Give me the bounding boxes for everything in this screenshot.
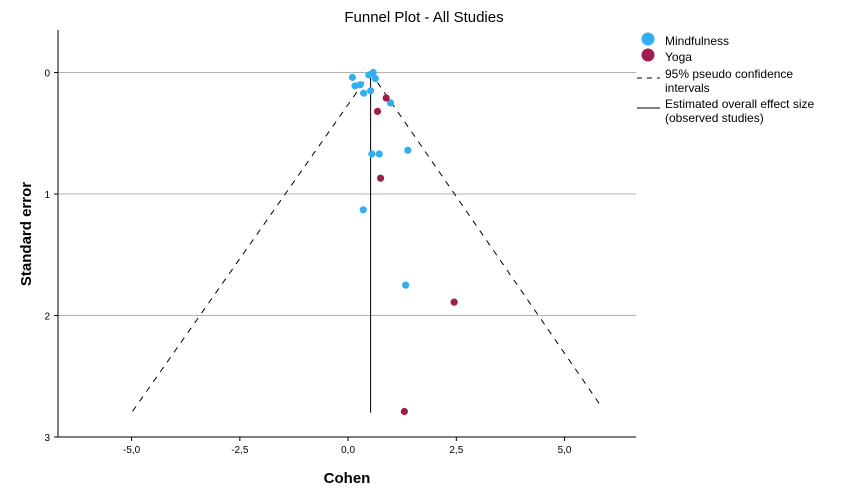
mindfulness-point-0 — [348, 73, 357, 81]
yoga-point-2 — [376, 174, 385, 182]
tick-labels: 0 1 2 3 -5,0 -2,5 0,0 2,5 5,0 — [44, 69, 572, 456]
x-axis-title: Cohen — [324, 470, 371, 487]
x-tick-label-3: 2,5 — [449, 445, 463, 456]
legend-effect-label-line-1: (observed studies) — [665, 111, 764, 125]
y-axis-title: Standard error — [18, 182, 35, 286]
y-tick-label-3: 3 — [44, 433, 50, 444]
yoga-point-1 — [373, 107, 382, 115]
mindfulness-point-2 — [356, 81, 364, 89]
legend: Mindfulness Yoga 95% pseudo confidenceinte… — [637, 32, 815, 125]
ci-line-right — [370, 72, 602, 407]
x-tick-label-4: 5,0 — [558, 445, 572, 456]
axes — [57, 30, 636, 438]
x-tick-label-0: -5,0 — [123, 445, 141, 456]
mindfulness-point-4 — [366, 87, 375, 95]
mindfulness-point-9 — [368, 150, 376, 158]
mindfulness-point-6 — [369, 68, 377, 77]
legend-mindfulness-label: Mindfulness — [665, 34, 729, 48]
legend-yoga-label: Yoga — [665, 50, 692, 64]
mindfulness-point-13 — [402, 281, 410, 289]
mindfulness-point-12 — [359, 206, 367, 214]
legend-yoga-marker — [641, 48, 655, 62]
mindfulness-point-7 — [371, 74, 379, 83]
confidence-interval-lines — [131, 72, 602, 413]
data-points — [348, 68, 458, 416]
yoga-point-4 — [400, 407, 408, 416]
legend-mindfulness-marker — [641, 32, 655, 46]
mindfulness-point-8 — [386, 99, 395, 107]
mindfulness-point-11 — [404, 146, 412, 154]
yoga-point-0 — [382, 94, 390, 102]
legend-ci-label-line-0: 95% pseudo confidence — [665, 67, 793, 81]
y-tick-label-0: 0 — [44, 69, 50, 80]
gridlines — [58, 72, 636, 317]
x-tick-label-2: 0,0 — [341, 445, 355, 456]
chart-title: Funnel Plot - All Studies — [344, 9, 503, 26]
x-tick-label-1: -2,5 — [231, 445, 249, 456]
mindfulness-point-10 — [375, 150, 383, 158]
legend-effect-label-line-0: Estimated overall effect size — [665, 97, 815, 111]
legend-ci-label-line-1: intervals — [665, 81, 710, 95]
yoga-point-3 — [450, 298, 458, 306]
mindfulness-point-3 — [360, 89, 368, 97]
y-tick-label-2: 2 — [44, 312, 50, 323]
y-tick-label-1: 1 — [44, 190, 50, 201]
ci-line-left — [131, 72, 372, 413]
